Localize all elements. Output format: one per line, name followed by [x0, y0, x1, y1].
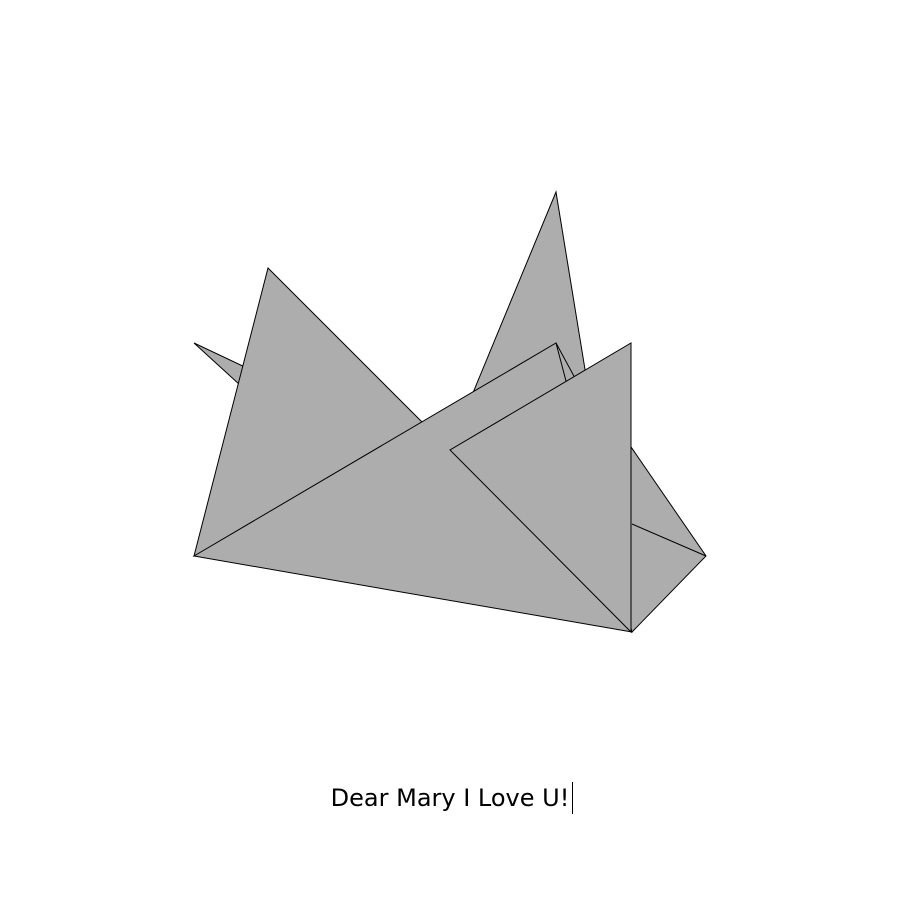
message-text[interactable]: Dear Mary I Love U! [330, 784, 570, 812]
crane-front-fold [449, 342, 632, 634]
crane-flap-crease [631, 523, 707, 557]
text-cursor [572, 782, 574, 814]
message-line[interactable]: Dear Mary I Love U! [0, 782, 900, 822]
